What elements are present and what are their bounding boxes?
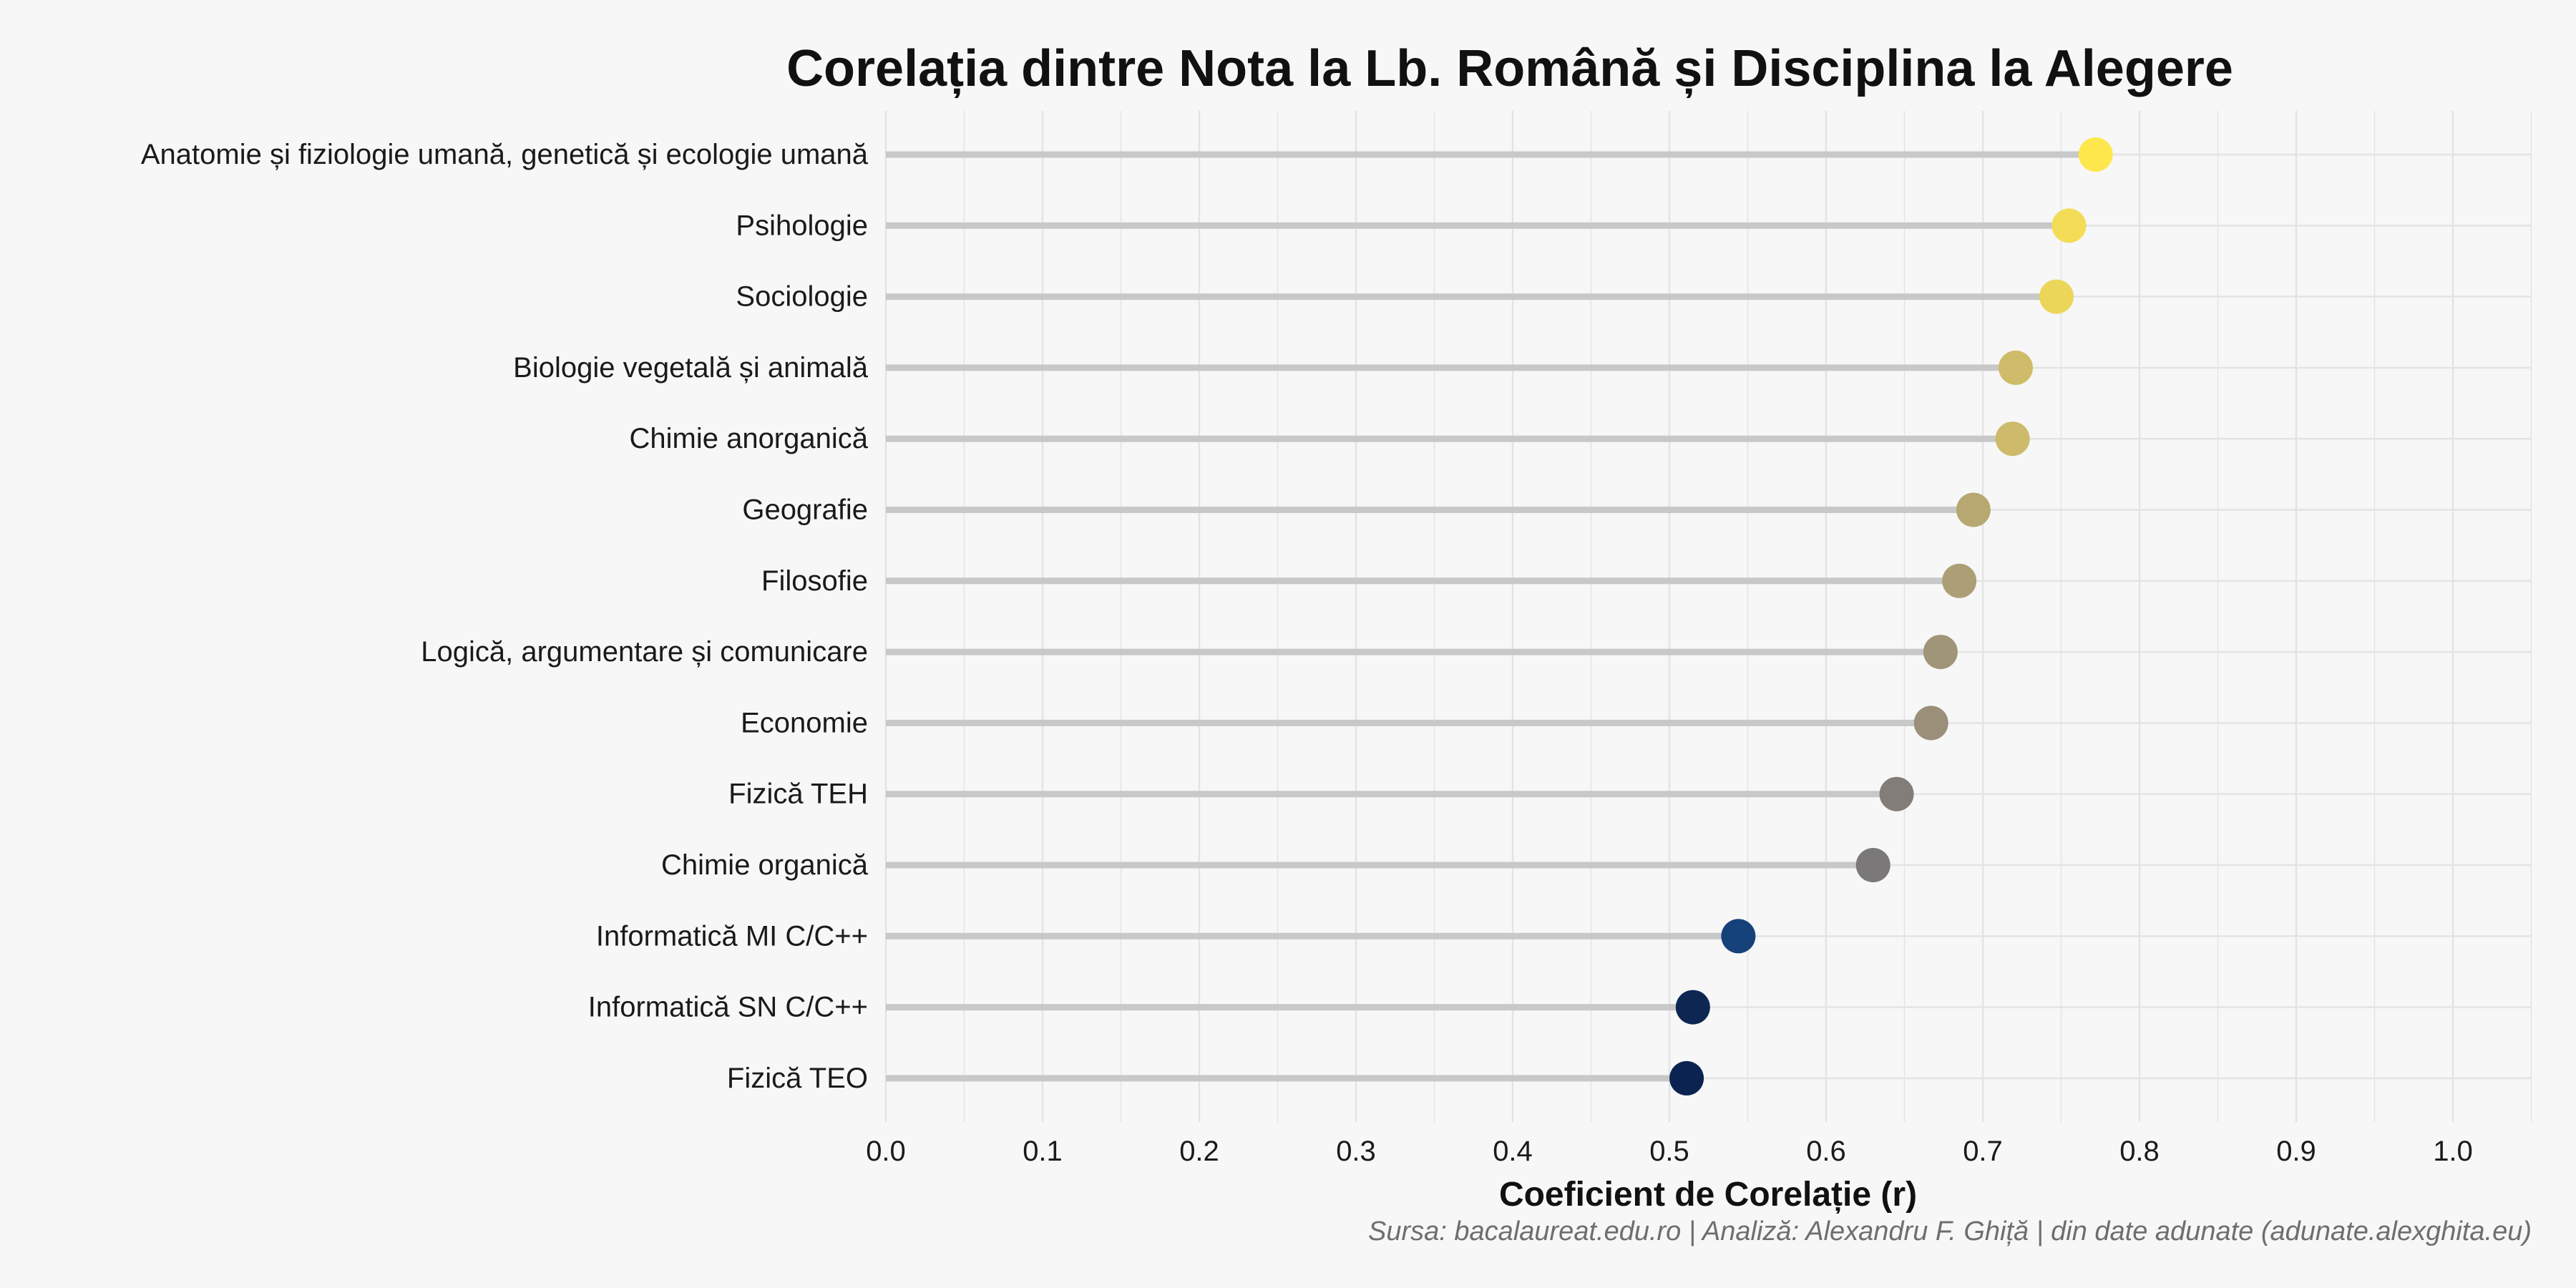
x-tick-labels: 0.0 0.1 0.2 0.3 0.4 0.5 0.6 0.7 0.8 0.9 1.0 <box>866 1136 2473 1167</box>
category-label: Psihologie <box>736 210 868 241</box>
lollipop-point <box>1675 990 1710 1025</box>
x-tick-label: 0.1 <box>1023 1136 1063 1167</box>
category-label: Informatică SN C/C++ <box>588 992 868 1023</box>
lollipop-point <box>1721 919 1756 954</box>
x-tick-label: 0.3 <box>1336 1136 1376 1167</box>
category-label: Sociologie <box>736 281 868 313</box>
x-tick-label: 0.4 <box>1493 1136 1533 1167</box>
category-label: Chimie anorganică <box>629 423 868 454</box>
lollipop-point <box>1913 706 1948 741</box>
lollipop-point <box>1923 635 1958 670</box>
category-label: Informatică MI C/C++ <box>596 920 868 952</box>
x-tick-label: 0.2 <box>1179 1136 1219 1167</box>
x-tick-label: 0.8 <box>2119 1136 2160 1167</box>
chart-title: Corelația dintre Nota la Lb. Română și D… <box>786 40 2233 98</box>
category-label: Chimie organică <box>661 849 869 881</box>
category-label: Geografie <box>742 494 868 526</box>
lollipop-stems <box>886 151 2096 1082</box>
category-label: Filosofie <box>761 565 868 597</box>
x-tick-label: 0.9 <box>2276 1136 2316 1167</box>
lollipop-point <box>1956 492 1991 527</box>
category-label: Fizică TEH <box>728 779 868 810</box>
category-label: Economie <box>741 707 868 738</box>
x-tick-label: 0.0 <box>866 1136 906 1167</box>
lollipop-dots <box>1669 137 2113 1096</box>
category-label: Logică, argumentare și comunicare <box>421 636 868 668</box>
lollipop-point <box>1998 350 2033 385</box>
lollipop-point <box>2039 279 2074 314</box>
x-tick-label: 0.5 <box>1649 1136 1689 1167</box>
lollipop-point <box>2051 208 2087 243</box>
source-caption: Sursa: bacalaureat.edu.ro | Analiză: Ale… <box>1368 1216 2532 1246</box>
category-label: Fizică TEO <box>727 1063 868 1094</box>
category-label: Anatomie și fiziologie umană, genetică ș… <box>141 139 869 170</box>
x-tick-label: 1.0 <box>2433 1136 2473 1167</box>
lollipop-point <box>1855 848 1890 882</box>
x-tick-label: 0.6 <box>1806 1136 1846 1167</box>
lollipop-point <box>1995 421 2030 457</box>
lollipop-point <box>1669 1060 1704 1096</box>
lollipop-point <box>2078 137 2113 172</box>
lollipop-point <box>1942 563 1977 598</box>
x-axis-title: Coeficient de Corelație (r) <box>1499 1176 1917 1214</box>
category-labels: Anatomie și fiziologie umană, genetică ș… <box>141 139 869 1094</box>
lollipop-point <box>1879 776 1914 811</box>
category-label: Biologie vegetală și animală <box>513 352 869 384</box>
x-tick-label: 0.7 <box>1963 1136 2003 1167</box>
